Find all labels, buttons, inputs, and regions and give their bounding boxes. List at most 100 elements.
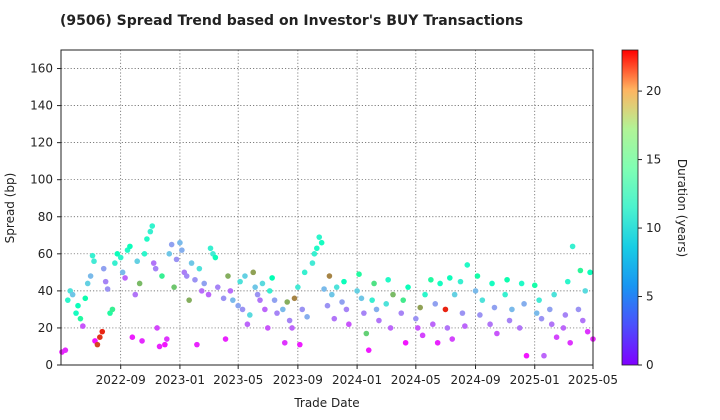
data-point	[311, 251, 318, 257]
data-point	[166, 251, 173, 257]
data-point	[87, 273, 94, 279]
data-point	[414, 325, 421, 331]
data-point	[134, 258, 141, 265]
data-point	[553, 334, 560, 341]
data-point	[214, 284, 221, 290]
data-point	[156, 343, 163, 350]
data-point	[472, 288, 479, 294]
data-point	[462, 323, 468, 329]
data-point	[564, 278, 571, 285]
data-point	[580, 317, 586, 324]
data-point	[442, 306, 449, 313]
data-point	[297, 341, 303, 348]
data-point	[459, 310, 466, 316]
data-point	[413, 315, 419, 322]
data-point	[159, 273, 165, 279]
x-tick-label: 2023-09	[273, 373, 323, 387]
data-point	[430, 321, 436, 328]
data-point	[183, 273, 190, 279]
data-point	[91, 258, 97, 265]
y-tick-label: 40	[38, 284, 53, 298]
x-tick-label: 2023-01	[155, 373, 205, 387]
data-point	[376, 317, 382, 324]
data-point	[122, 275, 128, 281]
data-point	[194, 341, 200, 348]
data-point	[154, 325, 160, 331]
data-point	[316, 234, 323, 240]
data-point	[577, 267, 584, 274]
data-point	[464, 262, 471, 268]
data-point	[405, 284, 411, 290]
y-tick-label: 20	[38, 321, 53, 335]
colorbar-tick-label: 10	[646, 221, 661, 235]
data-point	[560, 325, 567, 331]
data-point	[173, 256, 180, 263]
colorbar-tick-label: 15	[646, 153, 661, 167]
data-point	[99, 328, 106, 335]
data-point	[198, 288, 205, 294]
data-point	[369, 297, 375, 303]
colorbar-ticks: 0 5 10 15 20	[638, 84, 661, 372]
data-point	[235, 302, 241, 309]
data-point	[509, 306, 515, 313]
data-point	[358, 295, 365, 302]
data-point	[295, 284, 301, 290]
data-point	[533, 310, 540, 316]
data-point	[132, 291, 139, 298]
data-point	[428, 276, 434, 283]
data-point	[84, 280, 91, 287]
data-point	[417, 304, 423, 311]
data-point	[222, 336, 229, 342]
data-point	[168, 241, 175, 248]
data-point	[271, 297, 278, 303]
data-point	[361, 310, 367, 316]
data-point	[582, 288, 589, 294]
data-point	[516, 325, 523, 331]
data-point	[356, 271, 362, 278]
data-point	[400, 297, 407, 303]
data-point	[489, 280, 495, 287]
data-point	[144, 236, 150, 242]
data-point	[177, 239, 183, 246]
data-point	[536, 297, 542, 303]
data-point	[257, 297, 263, 303]
data-point	[321, 286, 327, 292]
data-point	[129, 334, 136, 341]
data-point	[474, 273, 481, 279]
data-point	[541, 352, 547, 359]
data-point	[398, 310, 405, 316]
data-point	[147, 228, 154, 235]
data-point	[136, 280, 143, 287]
data-point	[314, 245, 320, 252]
data-point	[227, 288, 234, 294]
data-point	[164, 336, 170, 342]
data-point	[179, 247, 185, 253]
data-point	[269, 275, 275, 281]
data-point	[449, 336, 456, 342]
data-point	[487, 321, 493, 328]
y-tick-label: 0	[45, 358, 53, 372]
data-points	[59, 223, 596, 359]
data-point	[97, 334, 103, 341]
data-point	[188, 260, 195, 266]
data-point	[192, 276, 198, 283]
y-tick-label: 60	[38, 247, 53, 261]
data-point	[284, 299, 290, 305]
data-point	[329, 291, 335, 298]
data-point	[569, 243, 576, 250]
data-point	[264, 325, 271, 331]
y-tick-label: 80	[38, 210, 53, 224]
data-point	[447, 275, 453, 281]
data-point	[584, 328, 591, 335]
data-point	[383, 301, 390, 307]
data-point	[119, 269, 126, 276]
data-point	[64, 297, 71, 303]
y-axis-label: Spread (bp)	[3, 173, 17, 244]
chart-title: (9506) Spread Trend based on Investor's …	[60, 13, 523, 29]
data-point	[205, 291, 212, 298]
data-point	[286, 317, 293, 324]
data-point	[291, 295, 298, 302]
data-point	[112, 260, 118, 266]
data-point	[141, 251, 148, 257]
data-point	[567, 339, 573, 346]
